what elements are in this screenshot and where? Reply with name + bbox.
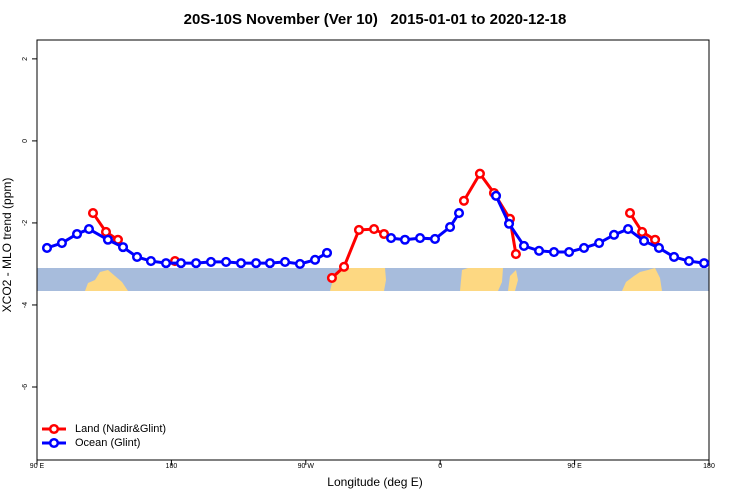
- point: [100, 226, 112, 238]
- land-shape: [330, 268, 386, 291]
- point: [564, 247, 575, 258]
- legend-label: Ocean (Glint): [75, 437, 140, 449]
- point: [294, 258, 306, 269]
- point: [132, 251, 143, 263]
- point: [102, 234, 113, 245]
- point: [145, 256, 156, 267]
- x-axis-label: Longitude (deg E): [327, 475, 422, 489]
- legend-marker: [48, 423, 60, 435]
- point: [414, 233, 426, 244]
- point: [594, 237, 605, 249]
- map-strip: [37, 268, 709, 291]
- land-shape: [460, 268, 503, 291]
- point: [669, 251, 680, 263]
- point: [321, 247, 333, 258]
- point: [87, 208, 99, 219]
- point: [534, 245, 545, 256]
- point: [83, 224, 95, 235]
- point: [326, 272, 337, 283]
- point: [623, 224, 634, 235]
- land-shape: [508, 270, 518, 291]
- point: [638, 235, 650, 247]
- x-tick-label: 90 E: [567, 463, 582, 470]
- point: [264, 258, 276, 269]
- point: [458, 195, 469, 206]
- x-tick-label: 180: [703, 463, 715, 470]
- point: [429, 233, 441, 244]
- point: [637, 226, 648, 238]
- point: [175, 258, 187, 269]
- point: [160, 258, 172, 269]
- point: [235, 258, 247, 269]
- point: [445, 221, 456, 233]
- legend-label: Land (Nadir&Glint): [75, 423, 166, 435]
- y-tick-label: -2: [22, 220, 29, 226]
- x-tick-label: 90 W: [298, 463, 315, 470]
- point: [653, 242, 665, 253]
- point: [491, 190, 502, 201]
- x-tick-label: 90 E: [30, 463, 45, 470]
- point: [221, 256, 232, 267]
- point: [399, 234, 411, 245]
- y-tick-label: 0: [22, 139, 29, 143]
- point: [379, 228, 390, 240]
- y-tick-label: 2: [22, 57, 29, 61]
- point: [190, 258, 202, 269]
- land-shape: [622, 268, 662, 291]
- x-tick-label: 180: [166, 463, 178, 470]
- point: [474, 168, 485, 179]
- legend: Land (Nadir&Glint) Ocean (Glint): [42, 423, 166, 449]
- land-shape: [85, 270, 128, 291]
- point: [251, 258, 262, 269]
- point: [624, 208, 636, 219]
- point: [386, 233, 397, 244]
- plot-frame: [36, 39, 710, 461]
- point: [279, 256, 291, 267]
- legend-marker: [48, 437, 60, 449]
- point: [368, 224, 380, 235]
- point: [56, 237, 67, 249]
- y-tick-label: -4: [22, 302, 29, 308]
- point: [205, 256, 217, 267]
- point: [353, 224, 365, 235]
- point: [518, 240, 530, 251]
- point: [503, 218, 515, 229]
- point: [650, 234, 661, 245]
- y-axis-label: XCO2 - MLO trend (ppm): [0, 178, 14, 313]
- point: [578, 242, 590, 253]
- point: [310, 254, 321, 265]
- point: [683, 256, 695, 267]
- x-tick-label: 0: [438, 463, 442, 470]
- chart-title: 20S-10S November (Ver 10) 2015-01-01 to …: [184, 11, 567, 28]
- point: [117, 242, 129, 253]
- point: [71, 228, 83, 240]
- point: [548, 247, 560, 258]
- point: [41, 242, 53, 253]
- point: [510, 249, 521, 260]
- point: [608, 229, 620, 240]
- y-tick-label: -6: [22, 384, 29, 390]
- point: [699, 258, 710, 269]
- point: [453, 208, 465, 219]
- point: [338, 261, 350, 272]
